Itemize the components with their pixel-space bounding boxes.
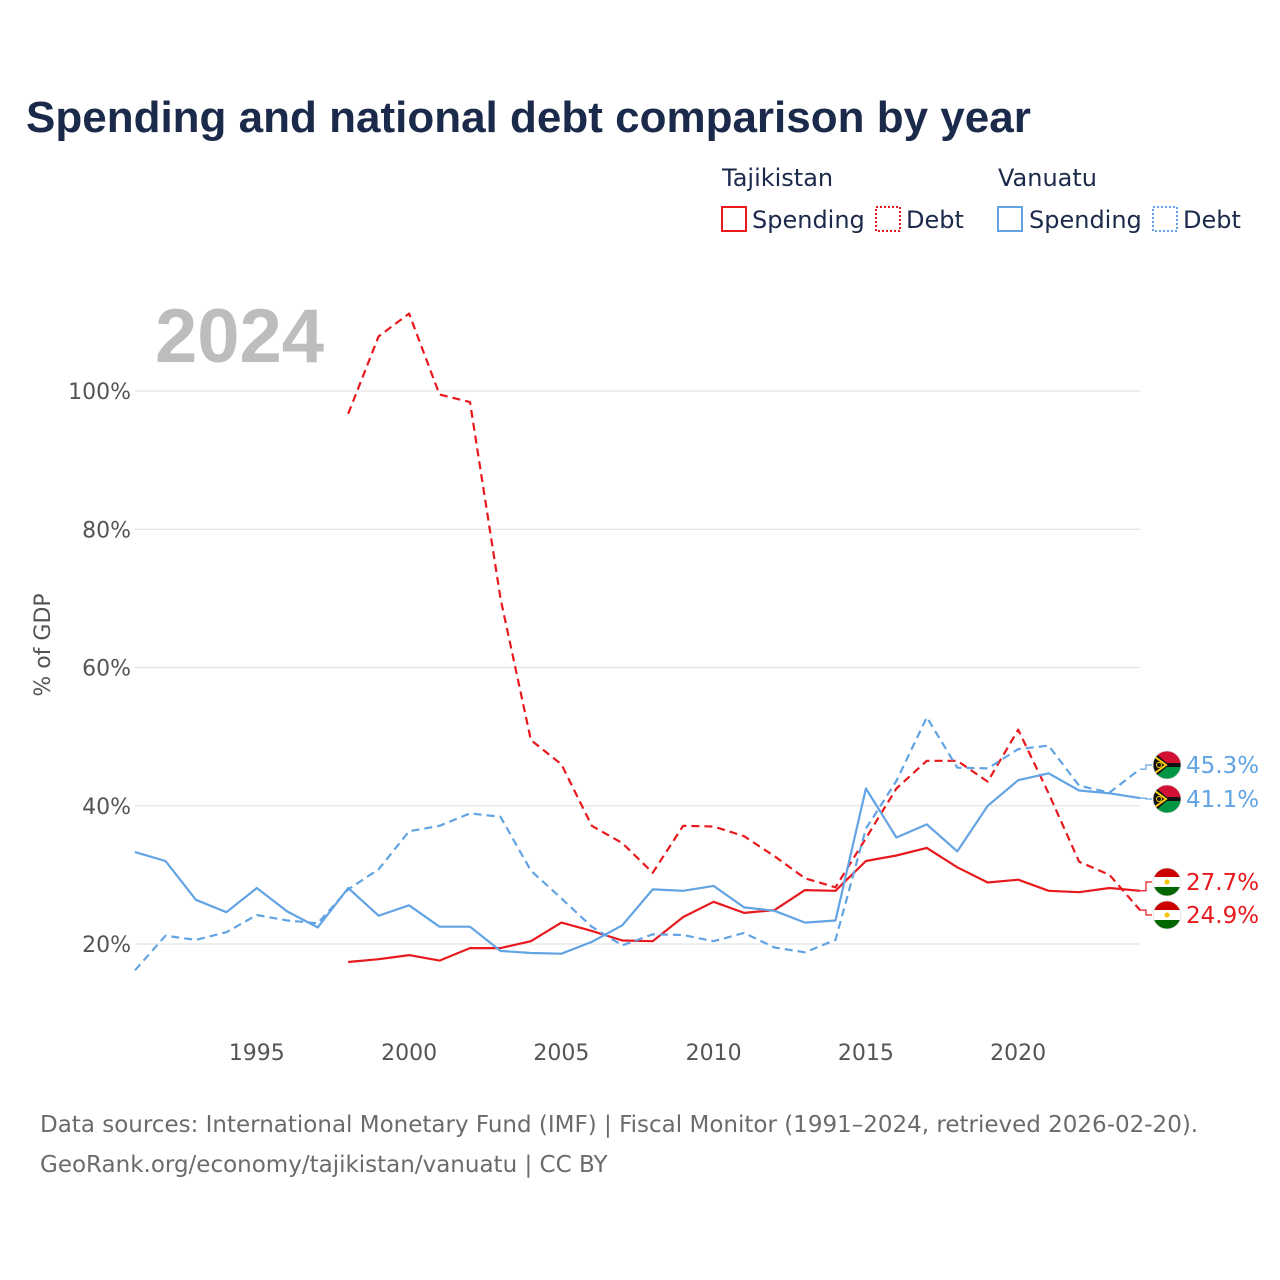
x-tick-label-1995: 1995 <box>229 1041 285 1066</box>
end-label-vanuatu-debt: 45.3% <box>1186 753 1259 779</box>
series-line-vanuatu-debt <box>134 716 1141 972</box>
legend-swatch-vanuatu-debt <box>1152 206 1178 232</box>
series-lines <box>134 312 1141 972</box>
y-tick-label-80: 80% <box>82 518 131 543</box>
series-line-tajikistan-debt <box>347 312 1141 911</box>
legend-title-vanuatu: Vanuatu <box>998 164 1097 192</box>
x-tick-label-2005: 2005 <box>533 1041 589 1066</box>
vanuatu-flag-icon <box>1152 750 1182 780</box>
legend-label-tajikistan-debt: Debt <box>906 206 964 234</box>
end-connector-vanuatu-spending <box>1140 797 1152 800</box>
y-tick-label-100: 100% <box>68 380 131 405</box>
tajikistan-flag-icon <box>1152 900 1182 930</box>
legend-title-tajikistan: Tajikistan <box>721 164 833 192</box>
end-connector-vanuatu-debt <box>1140 764 1152 770</box>
chart-title: Spending and national debt comparison by… <box>26 93 1031 142</box>
series-line-tajikistan-spending <box>348 846 1141 964</box>
legend-label-vanuatu-debt: Debt <box>1183 206 1241 234</box>
end-label-tajikistan-spending: 27.7% <box>1186 870 1259 896</box>
end-connector-tajikistan-debt <box>1140 909 1152 916</box>
x-tick-label-2000: 2000 <box>381 1041 437 1066</box>
y-tick-label-60: 60% <box>82 657 131 682</box>
legend-swatch-vanuatu-spending <box>997 206 1023 232</box>
y-tick-label-20: 20% <box>82 933 131 958</box>
end-labels: 27.7% 24.9% 41.1% 45.3% <box>1140 750 1259 930</box>
x-tick-label-2020: 2020 <box>990 1041 1046 1066</box>
year-watermark: 2024 <box>155 294 324 379</box>
x-tick-label-2010: 2010 <box>686 1041 742 1066</box>
legend-swatch-tajikistan-spending <box>721 206 747 232</box>
legend: Tajikistan Spending Debt Vanuatu Spendin… <box>721 164 1241 234</box>
vanuatu-flag-icon <box>1152 784 1182 814</box>
gridlines <box>135 390 1140 945</box>
y-axis-ticks: 20% 40% 60% 80% 100% <box>68 380 131 958</box>
source-line-2: GeoRank.org/economy/tajikistan/vanuatu |… <box>40 1152 608 1178</box>
end-connector-tajikistan-spending <box>1140 881 1152 892</box>
x-axis-ticks: 1995 2000 2005 2010 2015 2020 <box>229 1041 1046 1066</box>
source-line-1: Data sources: International Monetary Fun… <box>40 1112 1198 1138</box>
end-label-vanuatu-spending: 41.1% <box>1186 787 1259 813</box>
legend-label-vanuatu-spending: Spending <box>1029 206 1142 234</box>
y-axis-label: % of GDP <box>31 593 56 696</box>
x-tick-label-2015: 2015 <box>838 1041 894 1066</box>
legend-swatch-tajikistan-debt <box>875 206 901 232</box>
tajikistan-flag-icon <box>1152 867 1182 897</box>
series-line-vanuatu-spending <box>134 772 1141 955</box>
legend-label-tajikistan-spending: Spending <box>752 206 865 234</box>
end-label-tajikistan-debt: 24.9% <box>1186 903 1259 929</box>
y-tick-label-40: 40% <box>82 795 131 820</box>
